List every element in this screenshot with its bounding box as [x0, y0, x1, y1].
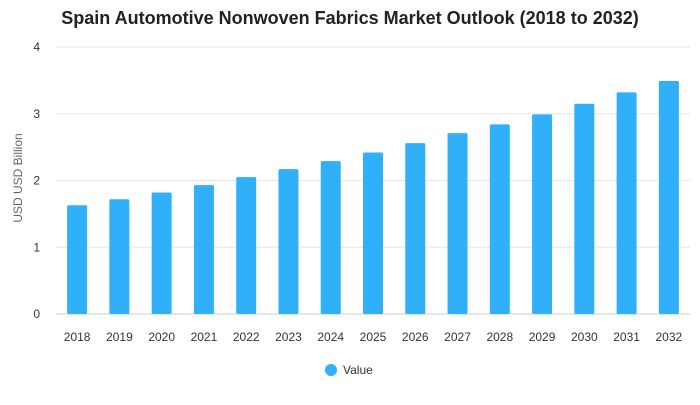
bar-2032[interactable]	[658, 81, 679, 314]
bar-2030[interactable]	[574, 103, 595, 314]
bar-2018[interactable]	[67, 205, 88, 314]
x-tick-label: 2030	[571, 330, 598, 344]
bar-2028[interactable]	[489, 124, 510, 315]
x-tick-label: 2019	[106, 330, 133, 344]
y-axis-label: USD USD Billion	[11, 133, 25, 222]
x-tick-label: 2029	[529, 330, 556, 344]
bar-2027[interactable]	[447, 133, 468, 314]
x-tick-label: 2027	[444, 330, 471, 344]
bar-2021[interactable]	[193, 185, 214, 314]
bars	[67, 81, 679, 315]
legend-label: Value	[343, 363, 373, 377]
bar-2025[interactable]	[363, 152, 383, 314]
y-tick-label: 0	[33, 307, 40, 321]
x-tick-label: 2026	[402, 330, 429, 344]
x-tick-label: 2018	[64, 330, 91, 344]
y-tick-label: 4	[33, 40, 40, 54]
x-tick-label: 2032	[656, 330, 683, 344]
bar-2024[interactable]	[320, 161, 341, 314]
y-tick-label: 1	[33, 240, 40, 254]
x-tick-label: 2031	[613, 330, 640, 344]
y-tick-label: 3	[33, 107, 40, 121]
x-tick-label: 2024	[317, 330, 344, 344]
x-tick-label: 2028	[486, 330, 513, 344]
bar-2019[interactable]	[109, 199, 130, 314]
bar-2022[interactable]	[236, 177, 257, 314]
x-tick-label: 2022	[233, 330, 260, 344]
y-tick-label: 2	[33, 174, 40, 188]
bar-2031[interactable]	[616, 92, 637, 314]
chart-title: Spain Automotive Nonwoven Fabrics Market…	[61, 8, 639, 28]
bar-2026[interactable]	[405, 143, 426, 314]
bar-2020[interactable]	[151, 192, 172, 314]
bar-2029[interactable]	[532, 114, 553, 314]
x-tick-label: 2020	[148, 330, 175, 344]
x-tick-label: 2025	[360, 330, 387, 344]
bar-2023[interactable]	[278, 169, 299, 314]
legend-marker	[325, 364, 337, 376]
x-tick-label: 2023	[275, 330, 302, 344]
legend[interactable]: Value	[325, 363, 373, 377]
x-tick-label: 2021	[191, 330, 218, 344]
y-axis-ticks: 0 1 2 3 4	[33, 40, 40, 321]
x-axis-ticks: 2018 2019 2020 2021 2022 2023 2024 2025 2026 2027…	[64, 330, 683, 344]
